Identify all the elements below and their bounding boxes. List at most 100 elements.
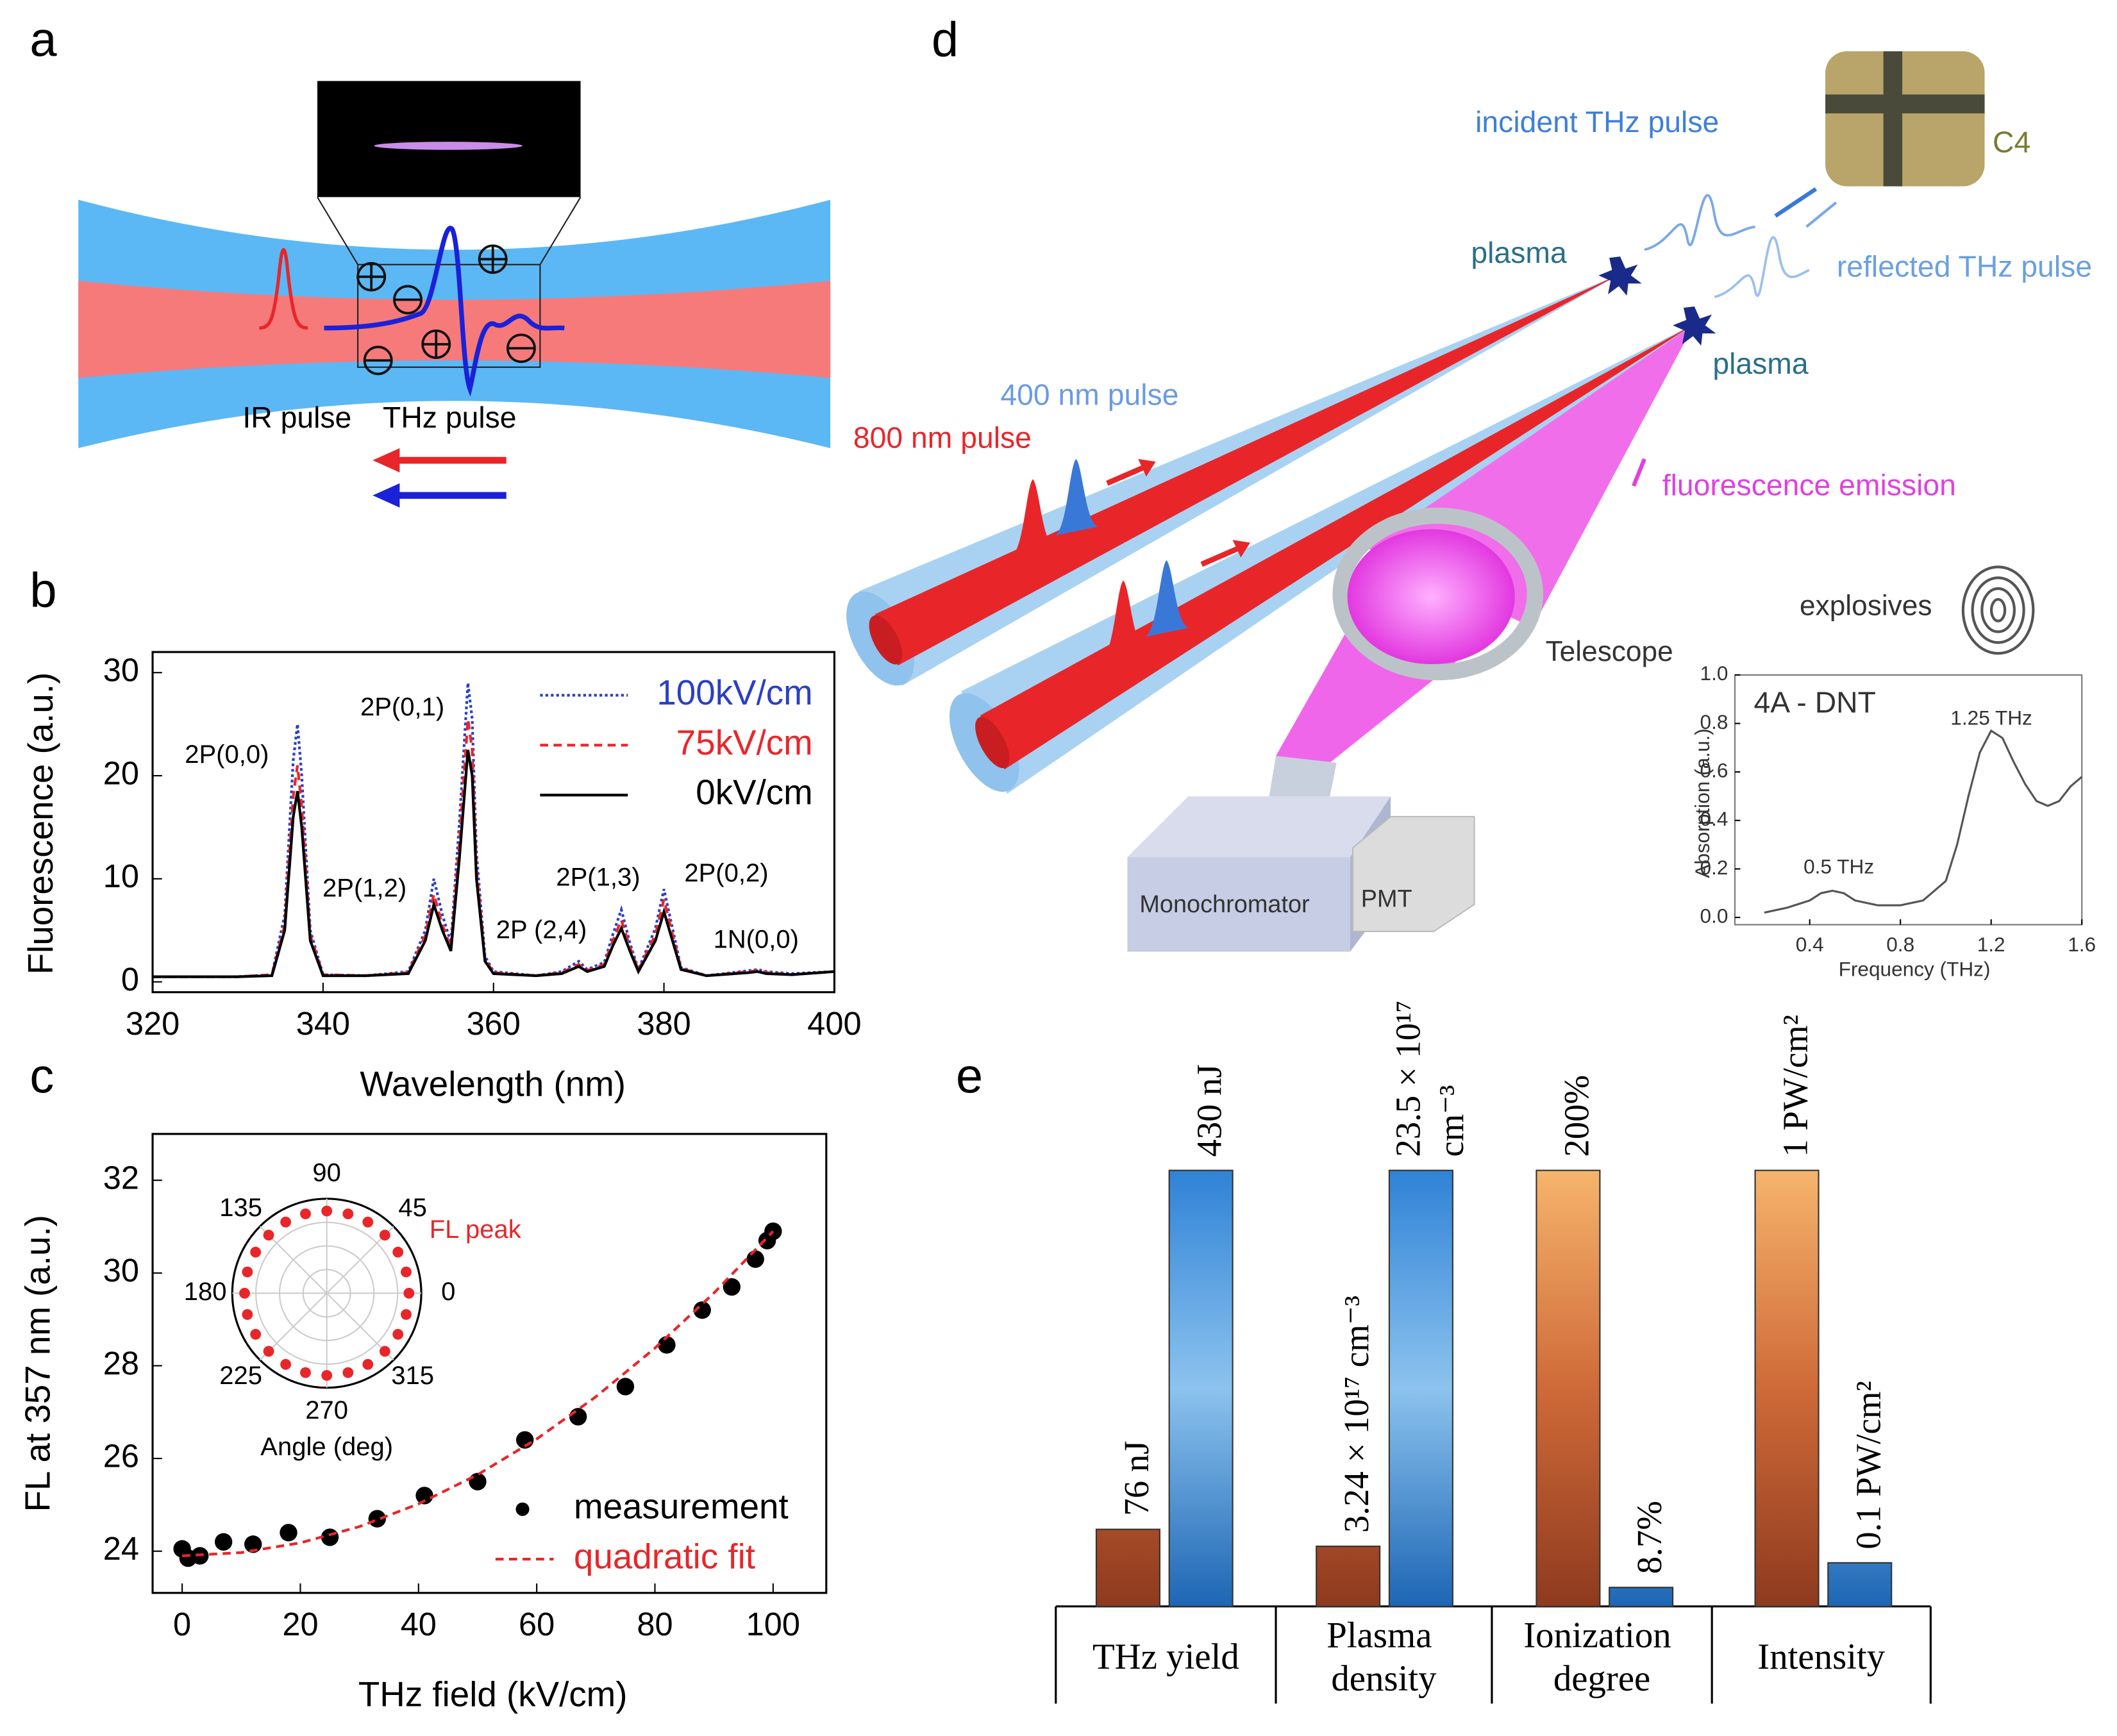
annotation: 2P(1,2) [322, 874, 406, 902]
label: C4 [1993, 126, 2030, 159]
plot-frame [151, 1133, 828, 1594]
x-tick-label: 0.4 [1796, 933, 1824, 956]
label: Telescope [1546, 636, 1673, 667]
pmt [1352, 815, 1475, 933]
value-label: 1 PW/cm² [1776, 1015, 1815, 1157]
bar [1316, 1546, 1381, 1607]
polar-point [263, 1230, 274, 1241]
monochromator-port [1269, 756, 1337, 797]
polar-point [362, 1358, 374, 1370]
polar-point [401, 1309, 412, 1320]
y-tick-label: 0.0 [1700, 904, 1728, 927]
polar-point [242, 1309, 253, 1320]
panel-label: d [932, 12, 958, 67]
x-tick-label: 20 [282, 1606, 318, 1642]
value-label: 3.24 × 10¹⁷ cm⁻³ [1337, 1296, 1376, 1533]
legend-label: 75kV/cm [676, 722, 813, 762]
zoom-box [357, 263, 541, 368]
bar [1827, 1562, 1893, 1607]
x-axis-label: Wavelength (nm) [360, 1064, 626, 1104]
x-axis-label: Angle (deg) [260, 1433, 393, 1461]
bar [1168, 1169, 1234, 1607]
incident-wave [1644, 194, 1755, 251]
theta-tick-label: 270 [305, 1396, 348, 1424]
y-axis-label: FL at 357 nm (a.u.) [18, 1215, 58, 1512]
beam-end [975, 717, 1010, 769]
telescope [1332, 507, 1543, 681]
point [693, 1301, 711, 1319]
point [280, 1524, 297, 1542]
bar [1754, 1169, 1820, 1607]
zoom-line [539, 196, 582, 265]
x-tick-label: 360 [467, 1005, 521, 1042]
label: IR pulse [242, 401, 351, 434]
annotation: 1.25 THz [1950, 706, 2032, 730]
polar-point [280, 1358, 292, 1370]
theta-tick-label: 225 [219, 1362, 262, 1390]
arrow [1774, 187, 1818, 218]
plasma-streak [374, 142, 523, 150]
annotation: 2P (2,4) [496, 916, 587, 944]
y-tick-label: 10 [103, 858, 139, 894]
legend-marker [515, 1502, 530, 1516]
y-tick-label: 0.6 [1700, 759, 1728, 782]
polar-point [300, 1208, 311, 1219]
x-axis-label: Frequency (THz) [1839, 957, 1991, 980]
category-label: Ionization degree [1523, 1615, 1680, 1698]
y-axis-label: Fluorescence (a.u.) [21, 672, 60, 975]
label: fluorescence emission [1662, 468, 1956, 501]
point [723, 1278, 741, 1296]
category-label: THz yield [1092, 1637, 1239, 1677]
polar-point [362, 1216, 374, 1228]
polar-point [263, 1346, 274, 1357]
polar-point [321, 1370, 333, 1381]
charges [356, 244, 536, 376]
label: plasma [1712, 347, 1809, 380]
panel-label: c [29, 1049, 54, 1104]
legend-label: FL peak [430, 1215, 522, 1244]
annotation: 2P(0,1) [360, 693, 444, 721]
bar [1609, 1587, 1674, 1607]
x-tick-label: 380 [637, 1005, 690, 1042]
inset-image [317, 81, 581, 197]
y-tick-label: 30 [103, 1252, 139, 1289]
fingerprint [1961, 565, 2035, 655]
arrow-head [372, 448, 400, 473]
value-label: 430 nJ [1190, 1064, 1229, 1156]
value-label: 8.7% [1630, 1501, 1669, 1574]
polar-point [280, 1216, 292, 1228]
bar [1388, 1169, 1453, 1607]
theta-tick-label: 0 [441, 1278, 455, 1306]
polar-point [250, 1328, 262, 1340]
theta-tick-label: 180 [184, 1278, 227, 1306]
legend-label: 100kV/cm [657, 672, 812, 712]
polar-point [342, 1367, 354, 1378]
point [658, 1336, 676, 1354]
value-label: 0.1 PW/cm² [1848, 1381, 1887, 1549]
arrow-head [372, 483, 400, 508]
label: Monochromator [1139, 891, 1309, 918]
y-tick-label: 0.8 [1700, 710, 1728, 733]
theta-tick-label: 315 [391, 1362, 434, 1390]
y-tick-label: 0 [121, 961, 139, 997]
y-tick-label: 0.2 [1700, 856, 1728, 879]
y-tick-label: 26 [103, 1437, 139, 1474]
category-label: Intensity [1757, 1637, 1886, 1677]
polar-point [403, 1287, 415, 1299]
x-tick-label: 340 [296, 1005, 350, 1042]
annotation: 2P(0,2) [684, 859, 768, 887]
value-label: 200% [1557, 1075, 1596, 1157]
y-tick-label: 30 [103, 652, 139, 689]
x-tick-label: 60 [519, 1606, 555, 1642]
x-tick-label: 0 [173, 1606, 191, 1642]
panel-label: e [956, 1049, 983, 1104]
y-tick-label: 0.4 [1700, 807, 1728, 830]
panel-label: a [29, 12, 57, 67]
label: reflected THz pulse [1837, 249, 2092, 283]
y-tick-label: 28 [103, 1345, 139, 1381]
point [321, 1528, 339, 1546]
x-tick-label: 80 [637, 1606, 673, 1642]
polar-point [242, 1266, 253, 1278]
x-axis-label: THz field (kV/cm) [358, 1674, 628, 1714]
